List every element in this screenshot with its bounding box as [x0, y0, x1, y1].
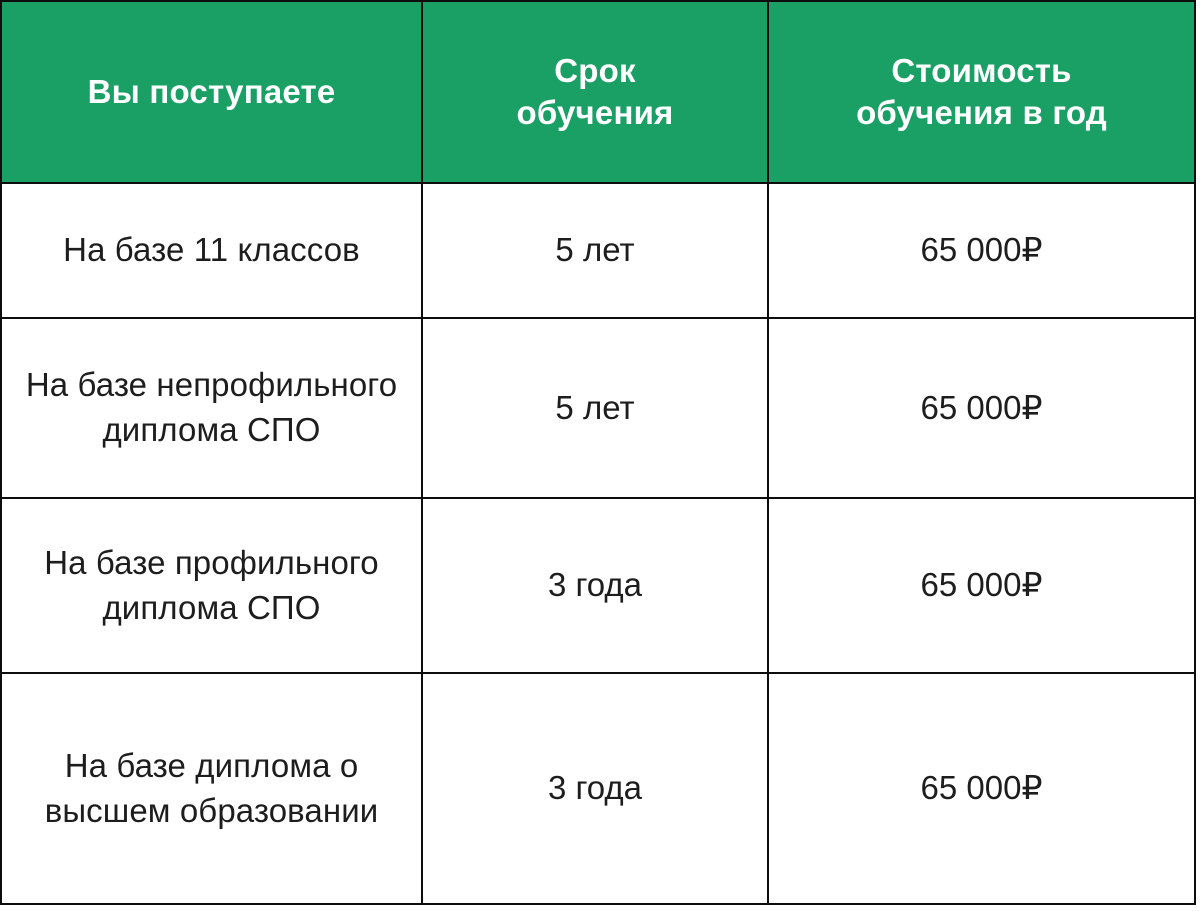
column-header-study-term-line-1: Срок: [554, 51, 636, 89]
cell-admission-basis: На базе профильного диплома СПО: [0, 497, 423, 674]
table-row: На базе непрофильного диплома СПО 5 лет …: [0, 317, 1196, 499]
cell-admission-basis-line-1: На базе: [64, 746, 186, 784]
cell-yearly-price: 65 000₽: [767, 317, 1196, 499]
table-body: На базе 11 классов 5 лет 65 000₽ На базе…: [0, 182, 1196, 905]
cell-admission-basis-line-2: профильного: [174, 543, 379, 581]
cell-admission-basis-line-3: высшем: [44, 791, 171, 829]
cell-yearly-price: 65 000₽: [767, 182, 1196, 319]
column-header-admission-basis: Вы поступаете: [0, 0, 423, 184]
cell-admission-basis-line-1: На базе: [25, 366, 148, 404]
column-header-yearly-price-line-2: обучения в год: [856, 94, 1107, 131]
table-header-row: Вы поступаете Срок обучения Стоимость об…: [0, 0, 1196, 184]
column-header-study-term: Срок обучения: [421, 0, 769, 184]
cell-admission-basis-line-3: диплома СПО: [102, 588, 321, 626]
cell-admission-basis: На базе непрофильного диплома СПО: [0, 317, 423, 499]
cell-admission-basis: На базе диплома о высшем образовании: [0, 672, 423, 905]
cell-study-term: 5 лет: [421, 317, 769, 499]
cell-admission-basis-line-2: диплома о: [195, 746, 359, 784]
column-header-admission-basis-line-1: Вы поступаете: [87, 72, 336, 110]
cell-admission-basis-line-4: образовании: [179, 791, 379, 829]
cell-yearly-price: 65 000₽: [767, 497, 1196, 674]
cell-admission-basis-line-2: непрофильного: [156, 366, 398, 404]
cell-admission-basis-line-3: диплома СПО: [102, 411, 321, 448]
column-header-yearly-price: Стоимость обучения в год: [767, 0, 1196, 184]
cell-study-term: 3 года: [421, 497, 769, 674]
table-row: На базе профильного диплома СПО 3 года 6…: [0, 497, 1196, 674]
table-row: На базе 11 классов 5 лет 65 000₽: [0, 182, 1196, 319]
cell-study-term: 5 лет: [421, 182, 769, 319]
cell-admission-basis-line-1: На базе 11 классов: [63, 231, 360, 269]
cell-admission-basis: На базе 11 классов: [0, 182, 423, 319]
column-header-yearly-price-line-1: Стоимость: [891, 51, 1072, 89]
table-header: Вы поступаете Срок обучения Стоимость об…: [0, 0, 1196, 184]
column-header-study-term-line-2: обучения: [516, 94, 674, 131]
cell-admission-basis-line-1: На базе: [44, 543, 166, 581]
table-row: На базе диплома о высшем образовании 3 г…: [0, 672, 1196, 905]
cell-yearly-price: 65 000₽: [767, 672, 1196, 905]
cell-study-term: 3 года: [421, 672, 769, 905]
